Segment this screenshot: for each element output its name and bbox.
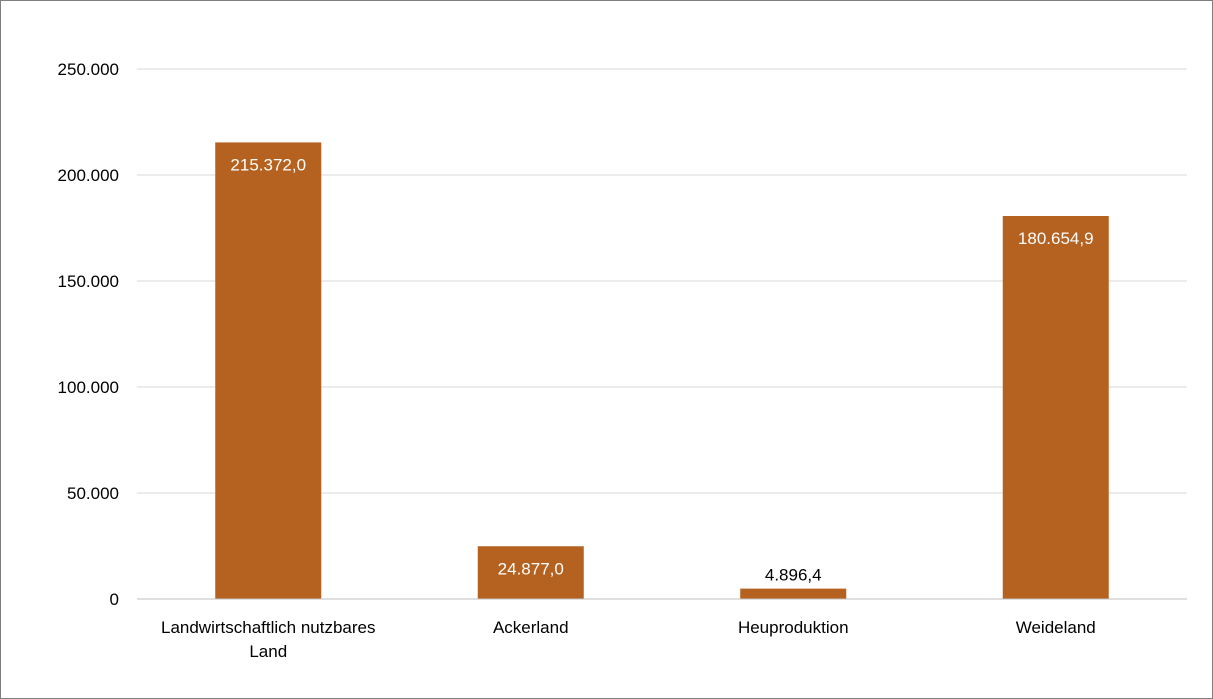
x-category-label-line: Land — [249, 642, 287, 661]
x-category-label-line: Landwirtschaftlich nutzbares — [161, 618, 376, 637]
x-category-labels: Landwirtschaftlich nutzbares Land Ackerlan… — [161, 618, 1096, 661]
x-category-label-line: Heuproduktion — [738, 618, 849, 637]
data-label: 24.877,0 — [498, 559, 564, 578]
data-labels: 215.372,0 24.877,0 4.896,4 180.654,9 — [230, 155, 1093, 584]
y-tick-label: 150.000 — [58, 272, 119, 291]
y-tick-label: 250.000 — [58, 60, 119, 79]
y-tick-label: 0 — [110, 590, 119, 609]
data-label: 215.372,0 — [230, 155, 306, 174]
y-tick-labels: 0 50.000 100.000 150.000 200.000 250.000 — [58, 60, 119, 609]
x-category-label: Landwirtschaftlich nutzbares Land — [161, 618, 376, 661]
x-category-label: Heuproduktion — [738, 618, 849, 637]
y-tick-label: 50.000 — [67, 484, 119, 503]
x-category-label-line: Weideland — [1016, 618, 1096, 637]
y-tick-label: 100.000 — [58, 378, 119, 397]
bar — [477, 546, 584, 599]
bar — [740, 588, 847, 599]
bars — [215, 142, 1109, 600]
x-category-label-line: Ackerland — [493, 618, 569, 637]
bar — [1002, 216, 1109, 600]
x-category-label: Ackerland — [493, 618, 569, 637]
y-tick-label: 200.000 — [58, 166, 119, 185]
data-label: 4.896,4 — [765, 566, 822, 585]
x-category-label: Weideland — [1016, 618, 1096, 637]
data-label: 180.654,9 — [1018, 229, 1094, 248]
bar — [215, 142, 322, 599]
